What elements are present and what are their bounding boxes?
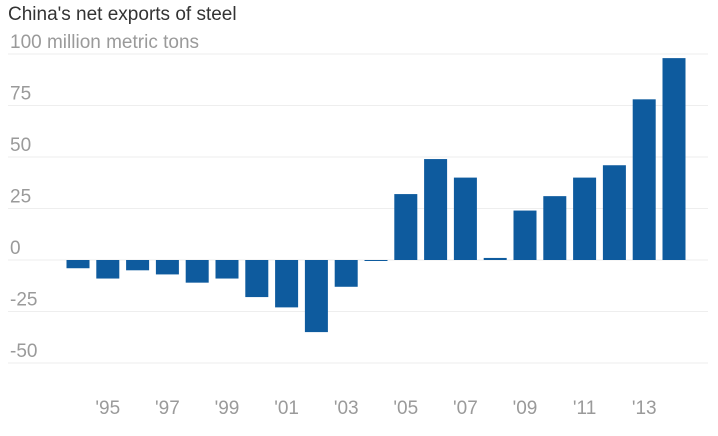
bar-2001: [275, 260, 299, 308]
bar-1999: [215, 260, 239, 279]
y-tick-label: 0: [10, 238, 21, 259]
bar-1997: [155, 260, 179, 275]
bar-2013: [632, 99, 656, 260]
bar-2005: [394, 194, 418, 260]
y-tick-label: 50: [10, 135, 31, 156]
bar-2014: [662, 58, 686, 261]
bar-2004: [364, 260, 388, 261]
x-tick-label: '11: [573, 398, 596, 419]
bar-2003: [334, 260, 358, 287]
y-tick-label: -25: [10, 290, 37, 311]
x-tick-label: '09: [513, 398, 538, 419]
x-tick-label: '95: [95, 398, 120, 419]
chart-title: China's net exports of steel: [8, 4, 237, 25]
bars: [66, 58, 686, 333]
x-axis-ticks: '95 '97 '99 '01 '03 '05 '07 '09 '11 '13: [95, 398, 656, 419]
x-tick-label: '13: [632, 398, 657, 419]
bar-2011: [573, 177, 597, 260]
bar-2006: [424, 159, 448, 260]
bar-1996: [126, 260, 150, 271]
bar-2012: [602, 165, 626, 260]
y-axis-ticks: 100 million metric tons 75 50 25 0 -25 -50: [10, 32, 199, 362]
bar-1998: [185, 260, 209, 283]
x-tick-label: '03: [334, 398, 359, 419]
y-tick-label: 75: [10, 84, 31, 105]
x-tick-label: '99: [215, 398, 240, 419]
x-tick-label: '05: [393, 398, 418, 419]
y-tick-label: -50: [10, 341, 37, 362]
y-tick-label: 25: [10, 187, 31, 208]
x-tick-label: '01: [274, 398, 299, 419]
bar-2007: [453, 177, 477, 260]
bar-2008: [483, 257, 507, 260]
y-axis-unit-label: 100 million metric tons: [10, 32, 199, 53]
bar-1995: [96, 260, 120, 279]
x-tick-label: '07: [453, 398, 478, 419]
bar-2009: [513, 210, 537, 260]
bar-1994: [66, 260, 90, 269]
bar-2000: [245, 260, 269, 298]
bar-2010: [543, 196, 567, 260]
bar-2002: [304, 260, 328, 333]
x-tick-label: '97: [155, 398, 180, 419]
